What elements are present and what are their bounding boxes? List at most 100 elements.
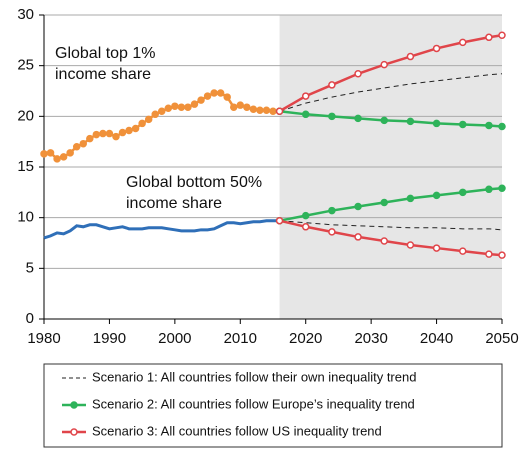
history-top-point [112, 132, 120, 141]
history-top-point [66, 149, 74, 157]
history-top-point [99, 129, 107, 138]
history-top-point [72, 142, 81, 151]
history-top-point [203, 92, 212, 100]
scenario-point [406, 117, 415, 126]
history-top-point [184, 103, 192, 111]
scenario-point [354, 233, 362, 241]
scenario-line [279, 219, 503, 257]
x-tick-label: 1990 [93, 330, 126, 347]
scenario-point [406, 52, 415, 61]
x-tick-label: 2040 [420, 330, 453, 347]
history-top-point [40, 150, 48, 158]
history-top-point [256, 106, 264, 115]
history-top-point [223, 93, 231, 101]
history-top-point [229, 103, 238, 111]
history-top-point [144, 115, 153, 124]
y-tick-label: 0 [26, 310, 34, 327]
scenario-point [406, 194, 415, 203]
scenario-point [498, 31, 506, 40]
legend-label: Scenario 1: All countries follow their o… [92, 369, 416, 384]
history-top-point [171, 102, 179, 110]
y-tick-label: 15 [17, 158, 34, 175]
history-top-point [86, 134, 94, 143]
scenario-point [498, 251, 506, 259]
history-top-point [269, 107, 277, 116]
scenario-point [432, 44, 441, 53]
history-top-point [79, 139, 88, 148]
annotation: income share [126, 195, 222, 212]
scenario-point [354, 114, 362, 123]
history-top-point [249, 105, 258, 113]
x-tick-label: 2020 [289, 330, 322, 347]
x-tick-label: 2010 [224, 330, 257, 347]
history-top-point [243, 103, 251, 111]
annotation: Global top 1% [55, 45, 156, 62]
history-top-point [210, 89, 218, 97]
history-bottom-line [43, 219, 280, 240]
x-tick-label: 2050 [485, 330, 518, 347]
scenario-point [485, 121, 493, 130]
legend-label: Scenario 2: All countries follow Europe’… [92, 396, 415, 411]
y-tick-label: 20 [17, 107, 34, 124]
history-top-point [216, 89, 225, 97]
y-tick-label: 5 [26, 259, 34, 276]
scenario-point [328, 206, 336, 215]
y-tick-label: 10 [17, 209, 34, 226]
scenario-point [485, 185, 493, 194]
annotation: Global bottom 50% [126, 174, 262, 191]
scenario-point [380, 198, 388, 207]
x-tick-label: 1980 [27, 330, 60, 347]
history-top-point [164, 104, 173, 112]
history-top-point [59, 153, 68, 161]
history-top-point [190, 100, 199, 108]
scenario-point [380, 116, 388, 125]
history-top-point [138, 119, 146, 128]
y-tick-label: 25 [17, 57, 34, 74]
scenario-point [406, 241, 415, 249]
legend-box [43, 363, 503, 448]
history-top-point [151, 110, 159, 119]
scenario-line [279, 110, 503, 128]
scenario-point [432, 191, 441, 200]
scenario-point [458, 188, 467, 197]
history-top-point [53, 155, 61, 163]
history-top-point [46, 149, 55, 157]
scenario-point [485, 250, 493, 258]
history-top-point [105, 129, 114, 138]
scenario-line [279, 220, 503, 231]
scenario-point [432, 119, 441, 128]
scenario-line [278, 34, 503, 113]
scenario-point [458, 38, 467, 47]
scenario-point [380, 60, 388, 69]
scenario-point [301, 92, 310, 100]
legend-marker [70, 401, 78, 409]
scenario-point [458, 247, 467, 255]
scenario-point [498, 184, 506, 193]
history-top-point [158, 107, 166, 116]
history-top-point [262, 106, 271, 115]
scenario-point [432, 244, 441, 252]
x-tick-label: 2000 [158, 330, 191, 347]
history-top-point [236, 101, 245, 109]
scenario-point [301, 110, 310, 119]
scenario-point [458, 120, 467, 129]
scenario-point [328, 228, 336, 236]
scenario-point [328, 81, 336, 89]
y-tick-label: 30 [17, 6, 34, 23]
scenario-line [279, 73, 503, 112]
annotation: income share [55, 66, 151, 83]
history-top-point [125, 126, 133, 135]
scenario-point [328, 112, 336, 121]
history-top-point [131, 124, 140, 133]
scenario-point [354, 70, 362, 78]
history-top-point [177, 103, 186, 111]
scenario-point [380, 237, 388, 245]
scenario-point [301, 211, 310, 220]
history-top-point [118, 128, 127, 137]
scenario-point [354, 202, 362, 211]
scenario-point [498, 122, 506, 131]
legend-marker [70, 428, 78, 436]
history-top-point [197, 96, 205, 104]
scenario-point [275, 107, 284, 116]
